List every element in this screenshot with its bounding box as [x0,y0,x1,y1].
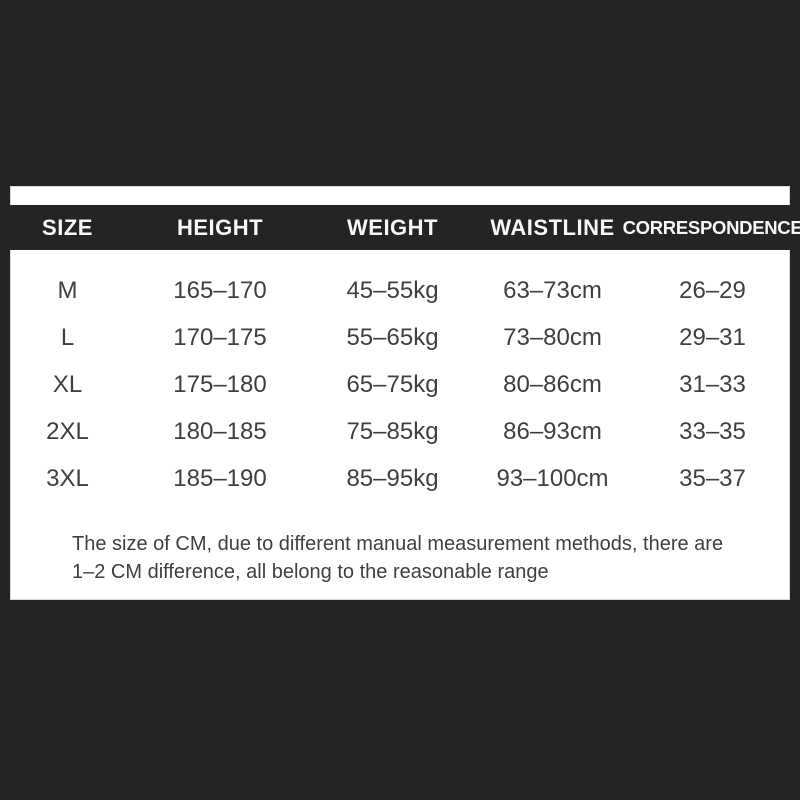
table-row: M 165–170 45–55kg 63–73cm 26–29 [10,267,790,314]
cell-height: 175–180 [173,370,267,398]
table-row: XL 175–180 65–75kg 80–86cm 31–33 [10,361,790,408]
table-body: M 165–170 45–55kg 63–73cm 26–29 L 170–17… [10,267,790,502]
cell-waistline: 86–93cm [503,417,602,445]
column-header-size: SIZE [42,214,93,240]
cell-height: 180–185 [173,417,267,445]
cell-weight: 75–85kg [346,417,439,445]
cell-size: 3XL [46,464,89,492]
cell-size: M [57,276,78,304]
cell-weight: 45–55kg [346,276,439,304]
cell-height: 170–175 [173,323,267,351]
cell-correspondence: 29–31 [679,323,746,351]
cell-correspondence: 31–33 [679,370,746,398]
cell-correspondence: 33–35 [679,417,746,445]
size-chart-panel [10,186,790,600]
cell-correspondence: 35–37 [679,464,746,492]
cell-weight: 55–65kg [346,323,439,351]
table-row: L 170–175 55–65kg 73–80cm 29–31 [10,314,790,361]
cell-height: 165–170 [173,276,267,304]
measurement-note-line-2: 1–2 CM difference, all belong to the rea… [72,561,549,583]
column-header-waistline: WAISTLINE [490,214,615,240]
table-row: 3XL 185–190 85–95kg 93–100cm 35–37 [10,455,790,502]
table-header-band: SIZE HEIGHT WEIGHT WAISTLINE CORRESPONDE… [0,205,800,250]
table-header-row: SIZE HEIGHT WEIGHT WAISTLINE CORRESPONDE… [10,205,800,250]
cell-waistline: 93–100cm [496,464,609,492]
cell-weight: 85–95kg [346,464,439,492]
measurement-note: The size of CM, due to different manual … [72,530,752,586]
cell-size: L [60,323,75,351]
column-header-correspondence: CORRESPONDENCE [622,216,800,238]
cell-size: XL [52,370,83,398]
cell-waistline: 80–86cm [503,370,602,398]
column-header-height: HEIGHT [176,214,264,240]
cell-height: 185–190 [173,464,267,492]
cell-waistline: 73–80cm [503,323,602,351]
cell-size: 2XL [46,417,89,445]
cell-waistline: 63–73cm [503,276,602,304]
measurement-note-line-1: The size of CM, due to different manual … [72,533,724,555]
column-header-weight: WEIGHT [347,214,438,240]
table-row: 2XL 180–185 75–85kg 86–93cm 33–35 [10,408,790,455]
cell-correspondence: 26–29 [679,276,746,304]
cell-weight: 65–75kg [346,370,439,398]
